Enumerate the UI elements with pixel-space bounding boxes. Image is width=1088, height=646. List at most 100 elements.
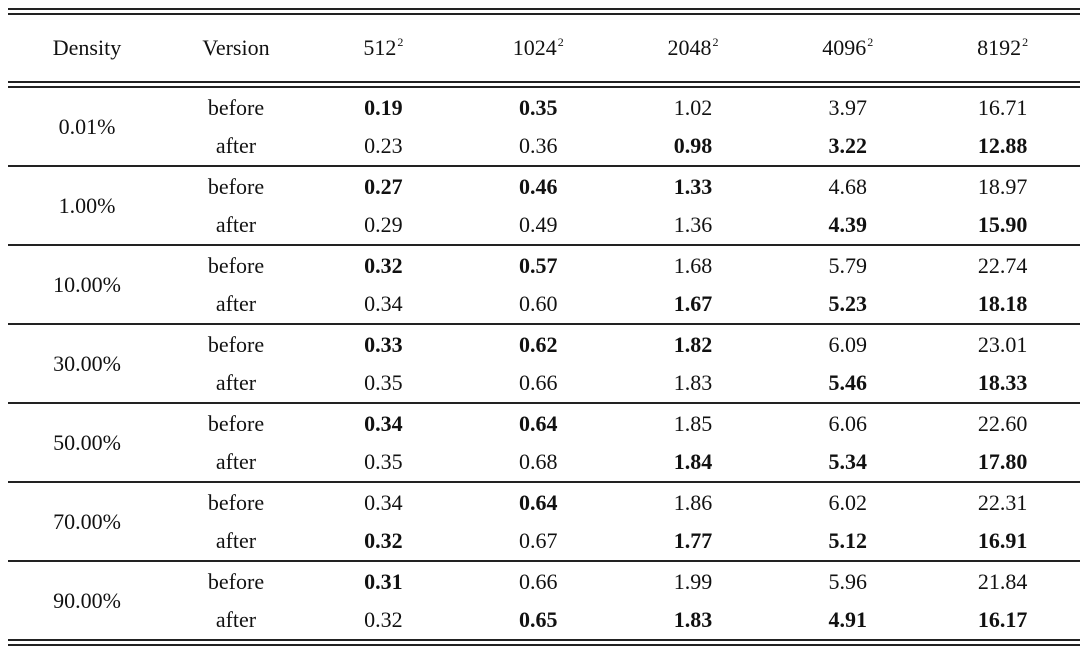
table-row: 70.00% before 0.34 0.64 1.86 6.02 22.31 <box>8 482 1080 534</box>
version-cell: before <box>207 490 265 515</box>
value-cell: 0.66 <box>518 569 558 594</box>
value-cell: 0.19 <box>364 95 403 120</box>
value-cell: 0.35 <box>364 449 403 474</box>
value-cell: 1.83 <box>673 607 713 632</box>
version-cell: after <box>215 133 257 158</box>
value-cell: 5.46 <box>828 370 868 395</box>
density-group: 10.00% before 0.32 0.57 1.68 5.79 22.74 after 0.… <box>8 245 1080 324</box>
header-row: Density Version 5122 10242 20482 40962 8… <box>8 15 1080 81</box>
value-cell: 4.68 <box>828 174 868 199</box>
header-size: 5122 <box>363 35 404 60</box>
value-cell: 17.80 <box>977 449 1028 474</box>
table-row: after 0.34 0.60 1.67 5.23 18.18 <box>8 285 1080 324</box>
density-cell: 90.00% <box>53 588 121 613</box>
version-cell: after <box>215 528 257 553</box>
table-row: after 0.35 0.66 1.83 5.46 18.33 <box>8 364 1080 403</box>
value-cell: 0.60 <box>518 291 558 316</box>
header-size: 40962 <box>822 35 874 60</box>
table-row: after 0.35 0.68 1.84 5.34 17.80 <box>8 443 1080 482</box>
table-row: after 0.32 0.65 1.83 4.91 16.17 <box>8 601 1080 639</box>
value-cell: 1.77 <box>673 528 713 553</box>
table-row: after 0.29 0.49 1.36 4.39 15.90 <box>8 206 1080 245</box>
value-cell: 6.09 <box>828 332 868 357</box>
value-cell: 0.34 <box>364 291 403 316</box>
header-double-rule <box>8 81 1080 88</box>
value-cell: 0.35 <box>518 95 558 120</box>
density-group: 90.00% before 0.31 0.66 1.99 5.96 21.84 after 0.… <box>8 561 1080 639</box>
value-cell: 5.96 <box>828 569 868 594</box>
value-cell: 0.67 <box>518 528 558 553</box>
value-cell: 1.33 <box>673 174 713 199</box>
value-cell: 16.71 <box>977 95 1028 120</box>
version-cell: before <box>207 253 265 278</box>
table-row: 1.00% before 0.27 0.46 1.33 4.68 18.97 <box>8 166 1080 218</box>
table-row: 10.00% before 0.32 0.57 1.68 5.79 22.74 <box>8 245 1080 297</box>
value-cell: 22.31 <box>977 490 1028 515</box>
table-row: 0.01% before 0.19 0.35 1.02 3.97 16.71 <box>8 88 1080 139</box>
value-cell: 3.97 <box>828 95 868 120</box>
value-cell: 0.65 <box>518 607 558 632</box>
header-density: Density <box>52 35 122 60</box>
value-cell: 0.31 <box>364 569 403 594</box>
value-cell: 6.06 <box>828 411 868 436</box>
value-cell: 0.35 <box>364 370 403 395</box>
value-cell: 5.12 <box>828 528 868 553</box>
value-cell: 18.97 <box>977 174 1028 199</box>
value-cell: 0.32 <box>364 528 403 553</box>
value-cell: 0.46 <box>518 174 558 199</box>
header-size: 20482 <box>667 35 719 60</box>
value-cell: 0.33 <box>364 332 403 357</box>
value-cell: 0.64 <box>518 411 558 436</box>
density-group: 30.00% before 0.33 0.62 1.82 6.09 23.01 after 0.… <box>8 324 1080 403</box>
value-cell: 5.23 <box>828 291 868 316</box>
table-row: 50.00% before 0.34 0.64 1.85 6.06 22.60 <box>8 403 1080 455</box>
version-cell: before <box>207 332 265 357</box>
value-cell: 0.32 <box>364 607 403 632</box>
value-cell: 6.02 <box>828 490 868 515</box>
value-cell: 0.66 <box>518 370 558 395</box>
results-table: Density Version 5122 10242 20482 40962 8… <box>8 15 1080 88</box>
value-cell: 4.39 <box>828 212 868 237</box>
value-cell: 1.82 <box>673 332 713 357</box>
header-size: 81922 <box>977 35 1029 60</box>
density-group: 0.01% before 0.19 0.35 1.02 3.97 16.71 after 0.2… <box>8 88 1080 166</box>
header-version: Version <box>202 35 270 60</box>
value-cell: 18.33 <box>977 370 1028 395</box>
value-cell: 0.34 <box>364 490 403 515</box>
density-group: 50.00% before 0.34 0.64 1.85 6.06 22.60 after 0.… <box>8 403 1080 482</box>
value-cell: 1.36 <box>673 212 713 237</box>
density-group: 1.00% before 0.27 0.46 1.33 4.68 18.97 after 0.2… <box>8 166 1080 245</box>
value-cell: 21.84 <box>977 569 1028 594</box>
value-cell: 1.67 <box>673 291 713 316</box>
version-cell: after <box>215 291 257 316</box>
value-cell: 4.91 <box>828 607 868 632</box>
density-cell: 0.01% <box>58 114 116 139</box>
header-size: 10242 <box>512 35 564 60</box>
value-cell: 0.62 <box>518 332 558 357</box>
results-table-container: Density Version 5122 10242 20482 40962 8… <box>8 8 1080 646</box>
value-cell: 12.88 <box>977 133 1028 158</box>
value-cell: 1.85 <box>673 411 713 436</box>
version-cell: before <box>207 95 265 120</box>
density-group: 70.00% before 0.34 0.64 1.86 6.02 22.31 after 0.… <box>8 482 1080 561</box>
value-cell: 1.99 <box>673 569 713 594</box>
value-cell: 0.49 <box>518 212 558 237</box>
version-cell: before <box>207 569 265 594</box>
version-cell: after <box>215 607 257 632</box>
value-cell: 0.98 <box>673 133 713 158</box>
value-cell: 0.32 <box>364 253 403 278</box>
value-cell: 0.36 <box>518 133 558 158</box>
value-cell: 1.83 <box>673 370 713 395</box>
value-cell: 15.90 <box>977 212 1028 237</box>
density-cell: 10.00% <box>53 272 121 297</box>
table-row: 30.00% before 0.33 0.62 1.82 6.09 23.01 <box>8 324 1080 376</box>
value-cell: 5.34 <box>828 449 868 474</box>
density-cell: 30.00% <box>53 351 121 376</box>
density-cell: 70.00% <box>53 509 121 534</box>
table-bottom-rule <box>8 639 1080 646</box>
value-cell: 1.68 <box>673 253 713 278</box>
value-cell: 16.91 <box>977 528 1028 553</box>
value-cell: 1.02 <box>673 95 713 120</box>
value-cell: 16.17 <box>977 607 1028 632</box>
version-cell: before <box>207 411 265 436</box>
